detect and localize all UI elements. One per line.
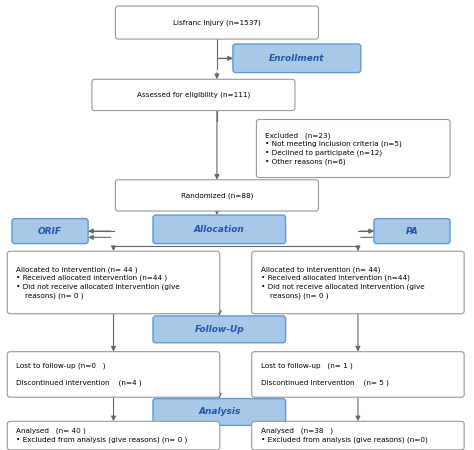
Text: Lost to follow-up (n=0   )

Discontinued intervention    (n=4 ): Lost to follow-up (n=0 ) Discontinued in… [16,363,142,386]
Text: Analysed   (n=38   )
• Excluded from analysis (give reasons) (n=0): Analysed (n=38 ) • Excluded from analysi… [261,428,428,443]
Text: Excluded   (n=23)
• Not meeting inclusion criteria (n=5)
• Declined to participa: Excluded (n=23) • Not meeting inclusion … [265,132,402,165]
Text: Lisfranc injury (n=1537): Lisfranc injury (n=1537) [173,19,261,26]
FancyBboxPatch shape [7,351,220,397]
Text: Allocated to intervention (n= 44 )
• Received allocated intervention (n=44 )
• D: Allocated to intervention (n= 44 ) • Rec… [16,266,180,299]
FancyBboxPatch shape [92,79,295,111]
FancyBboxPatch shape [233,44,361,72]
Text: Lost to follow-up   (n= 1 )

Discontinued intervention    (n= 5 ): Lost to follow-up (n= 1 ) Discontinued i… [261,363,389,386]
Text: Follow-Up: Follow-Up [194,325,244,334]
FancyBboxPatch shape [7,421,220,450]
FancyBboxPatch shape [153,399,285,425]
FancyBboxPatch shape [153,316,285,343]
FancyBboxPatch shape [252,351,464,397]
Text: ORIF: ORIF [38,227,62,236]
Text: Enrollment: Enrollment [269,54,325,63]
Text: Randomized (n=88): Randomized (n=88) [181,192,253,198]
Text: Analysed   (n= 40 )
• Excluded from analysis (give reasons) (n= 0 ): Analysed (n= 40 ) • Excluded from analys… [16,428,187,443]
Text: Allocation: Allocation [194,225,245,234]
FancyBboxPatch shape [252,421,464,450]
FancyBboxPatch shape [115,6,319,39]
FancyBboxPatch shape [115,180,319,211]
FancyBboxPatch shape [7,251,220,314]
FancyBboxPatch shape [12,219,88,243]
FancyBboxPatch shape [374,219,450,243]
FancyBboxPatch shape [153,215,285,243]
Text: Assessed for eligibility (n=111): Assessed for eligibility (n=111) [137,92,250,98]
FancyBboxPatch shape [256,119,450,177]
FancyBboxPatch shape [252,251,464,314]
Text: Allocated to intervention (n= 44)
• Received allocated intervention (n=44)
• Did: Allocated to intervention (n= 44) • Rece… [261,266,424,299]
Text: Analysis: Analysis [198,407,240,416]
Text: PA: PA [406,227,419,236]
